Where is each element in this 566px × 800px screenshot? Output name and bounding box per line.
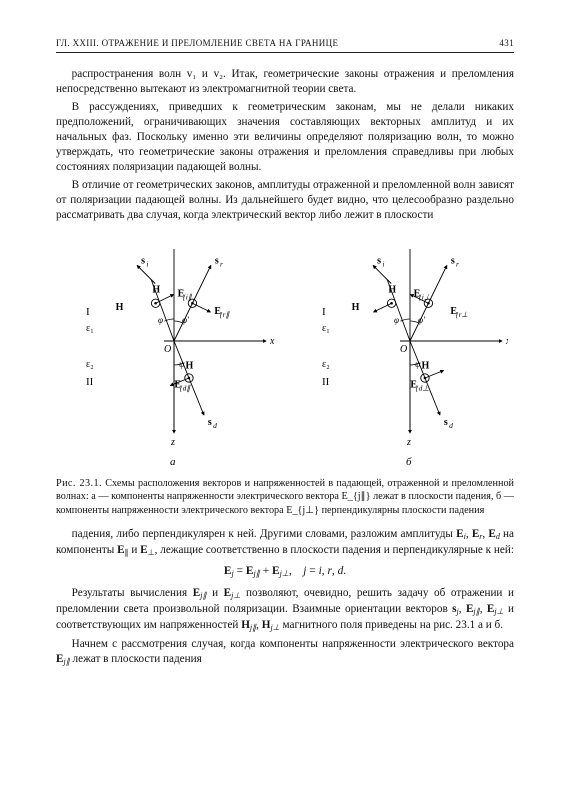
svg-text:z: z	[170, 437, 175, 448]
svg-text:{d∥: {d∥	[180, 383, 192, 392]
svg-text:s: s	[141, 255, 145, 266]
svg-text:O: O	[400, 344, 407, 355]
para-3: В отличие от геометрических законов, амп…	[56, 178, 514, 222]
page-number: 431	[499, 38, 514, 50]
para-2: В рассуждениях, приведших к геометрическ…	[56, 100, 514, 174]
para-6: Начнем с рассмотрения случая, когда комп…	[56, 637, 514, 667]
svg-text:{d⊥: {d⊥	[416, 383, 430, 392]
para-5: Результаты вычисления Ej∥ и Ej⊥ позволяю…	[56, 586, 514, 633]
svg-text:ε₁: ε₁	[322, 323, 330, 334]
running-head: ГЛ. XXIII. ОТРАЖЕНИЕ И ПРЕЛОМЛЕНИЕ СВЕТА…	[56, 38, 514, 53]
figure-svg: xzOIIIε₁ε₂φφ′ψE{i∥HE{r∥HE{d∥HsisrsdаxzOI…	[62, 233, 508, 471]
svg-text:{i⊥: {i⊥	[419, 292, 431, 301]
page: { "header": { "chapter": "ГЛ. XXIII. ОТР…	[0, 0, 566, 800]
svg-text:s: s	[208, 417, 212, 428]
svg-text:i: i	[146, 259, 148, 268]
svg-text:r: r	[456, 259, 459, 268]
svg-text:O: O	[164, 344, 171, 355]
svg-text:H: H	[421, 360, 429, 371]
svg-text:ε₁: ε₁	[86, 323, 94, 334]
svg-text:x: x	[269, 336, 275, 347]
caption-text: Схемы расположения векторов и напряженно…	[56, 478, 514, 516]
svg-text:а: а	[170, 456, 176, 468]
svg-text:I: I	[322, 306, 326, 318]
svg-text:i: i	[382, 259, 384, 268]
svg-text:d: d	[213, 421, 217, 430]
svg-text:H: H	[352, 302, 360, 313]
svg-text:H: H	[185, 360, 193, 371]
svg-text:φ: φ	[158, 315, 163, 325]
svg-text:H: H	[388, 284, 396, 295]
chapter-title: ГЛ. XXIII. ОТРАЖЕНИЕ И ПРЕЛОМЛЕНИЕ СВЕТА…	[56, 38, 338, 50]
para-4: падения, либо перпендикулярен к ней. Дру…	[56, 527, 514, 558]
para-1: распространения волн v₁ и v₂. Итак, геом…	[56, 67, 514, 97]
svg-text:ε₂: ε₂	[322, 359, 330, 370]
svg-text:{r⊥: {r⊥	[456, 310, 469, 319]
svg-text:x: x	[505, 336, 508, 347]
svg-text:{i∥: {i∥	[183, 292, 193, 301]
svg-text:ψ: ψ	[179, 359, 185, 369]
svg-text:φ′: φ′	[418, 315, 426, 325]
svg-text:II: II	[86, 376, 94, 388]
svg-text:s: s	[451, 255, 455, 266]
equation-23: Ej = Ej∥ + Ej⊥, j = i, r, d.	[56, 564, 514, 580]
svg-text:ψ: ψ	[415, 359, 421, 369]
figure-caption: Рис. 23.1. Схемы расположения векторов и…	[56, 477, 514, 517]
svg-text:φ: φ	[394, 315, 399, 325]
svg-text:ε₂: ε₂	[86, 359, 94, 370]
figure-23-1: xzOIIIε₁ε₂φφ′ψE{i∥HE{r∥HE{d∥HsisrsdаxzOI…	[56, 233, 514, 471]
svg-text:d: d	[449, 421, 453, 430]
svg-text:{r∥: {r∥	[220, 310, 231, 319]
svg-text:z: z	[406, 437, 411, 448]
svg-text:б: б	[406, 456, 412, 468]
svg-text:s: s	[377, 255, 381, 266]
svg-text:φ′: φ′	[182, 315, 190, 325]
svg-text:s: s	[444, 417, 448, 428]
caption-lead: Рис. 23.1.	[56, 478, 102, 489]
svg-text:r: r	[220, 259, 223, 268]
svg-text:I: I	[86, 306, 90, 318]
svg-text:H: H	[116, 302, 124, 313]
svg-text:H: H	[152, 284, 160, 295]
svg-text:II: II	[322, 376, 330, 388]
svg-text:s: s	[215, 255, 219, 266]
